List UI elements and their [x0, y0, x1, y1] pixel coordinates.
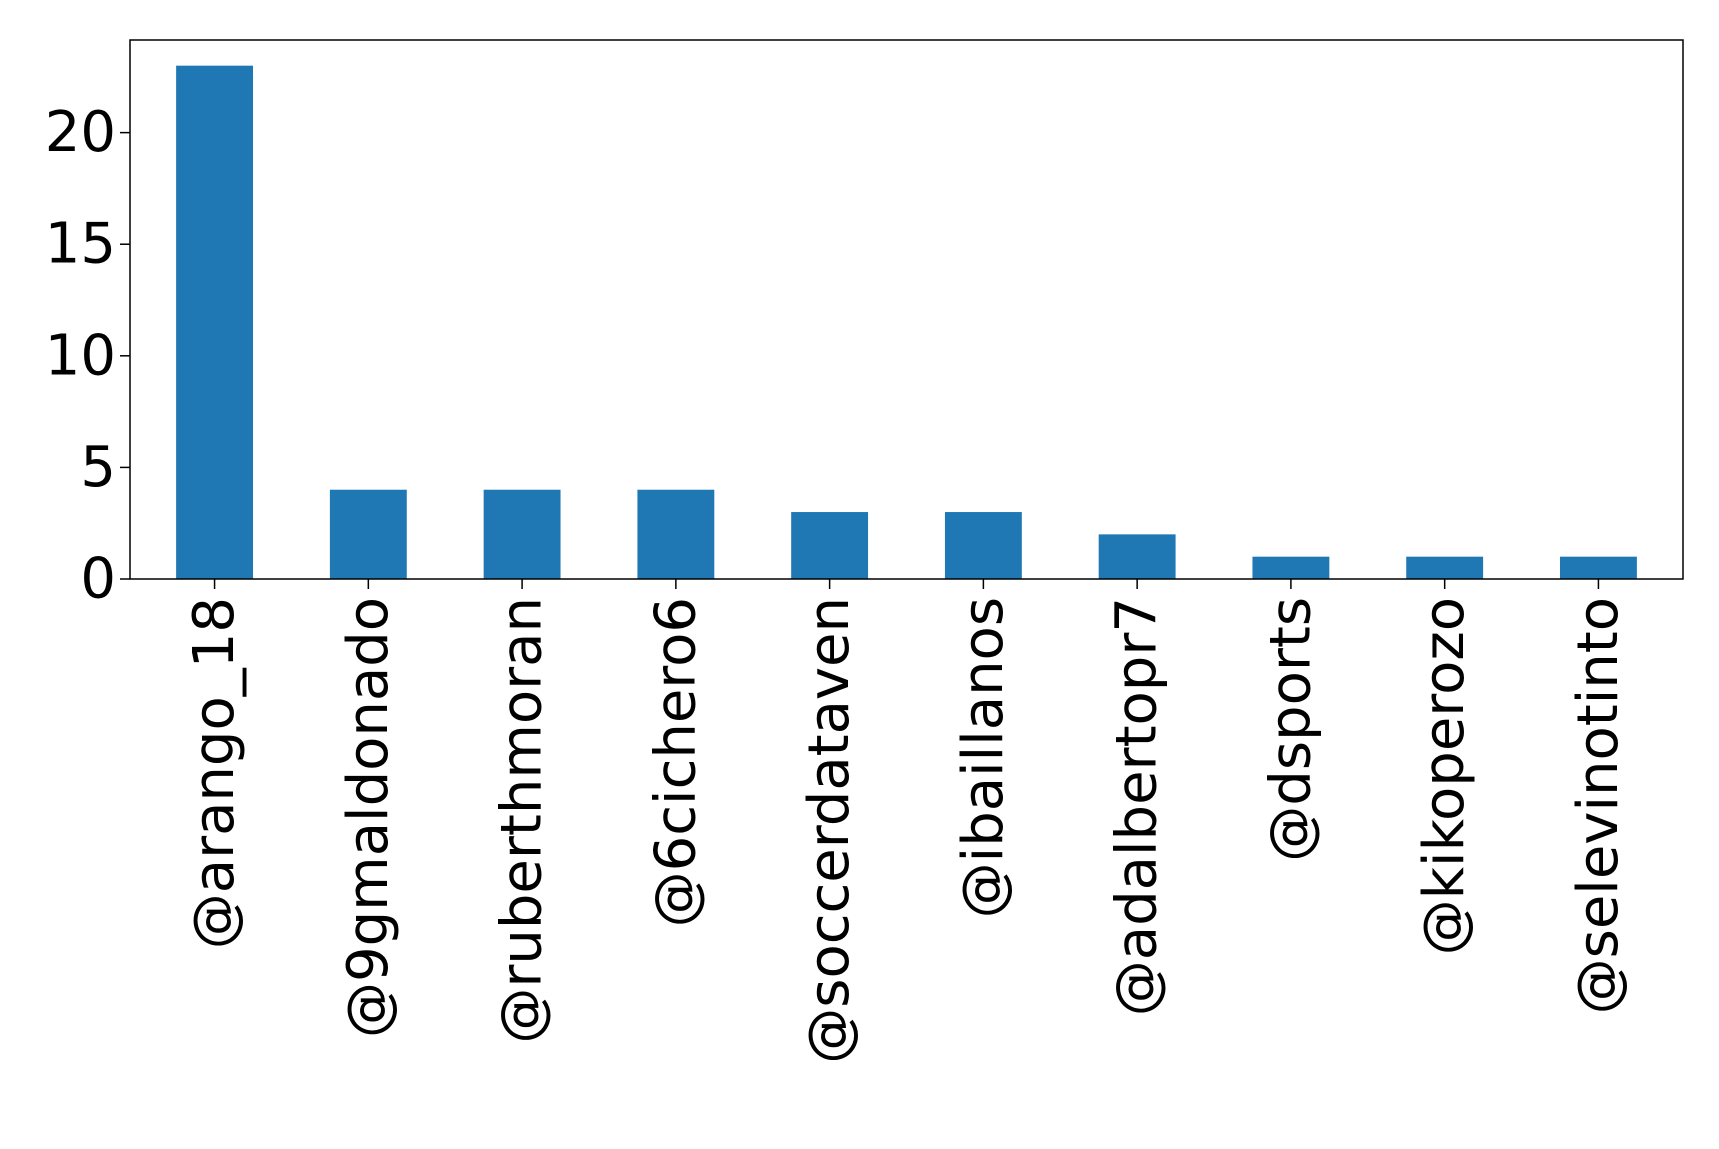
x-tick-label: @6cichero6	[643, 597, 708, 927]
y-axis: 0 5 10 15 20	[45, 100, 130, 612]
y-tick-label: 5	[80, 435, 116, 500]
x-tick-label: @9gmaldonado	[336, 597, 401, 1038]
y-tick-label: 0	[80, 547, 116, 612]
bar	[1098, 534, 1176, 579]
bar	[176, 65, 254, 579]
bar	[637, 489, 715, 579]
plot-frame	[129, 39, 1684, 580]
bars	[176, 65, 1637, 579]
bar	[791, 512, 869, 579]
y-tick-label: 10	[45, 323, 116, 388]
x-tick-label: @selevinotinto	[1566, 597, 1631, 1014]
bar	[1559, 556, 1637, 579]
bar	[329, 489, 407, 579]
y-tick-label: 15	[45, 212, 116, 277]
x-tick-label: @dsports	[1258, 597, 1323, 862]
bar	[1252, 556, 1330, 579]
bar	[944, 512, 1022, 579]
x-tick-label: @adalbertopr7	[1105, 597, 1170, 1016]
x-tick-label: @arango_18	[182, 597, 247, 949]
x-tick-label: @kikoperozo	[1412, 597, 1477, 955]
x-tick-label: @ibaillanos	[951, 597, 1016, 918]
x-tick-label: @ruberthmoran	[490, 597, 555, 1044]
x-axis: @arango_18 @9gmaldonado @ruberthmoran @6cic…	[182, 579, 1631, 1064]
y-tick-label: 20	[45, 100, 116, 165]
bar	[1406, 556, 1484, 579]
bar	[483, 489, 561, 579]
x-tick-label: @soccerdataven	[797, 597, 862, 1064]
